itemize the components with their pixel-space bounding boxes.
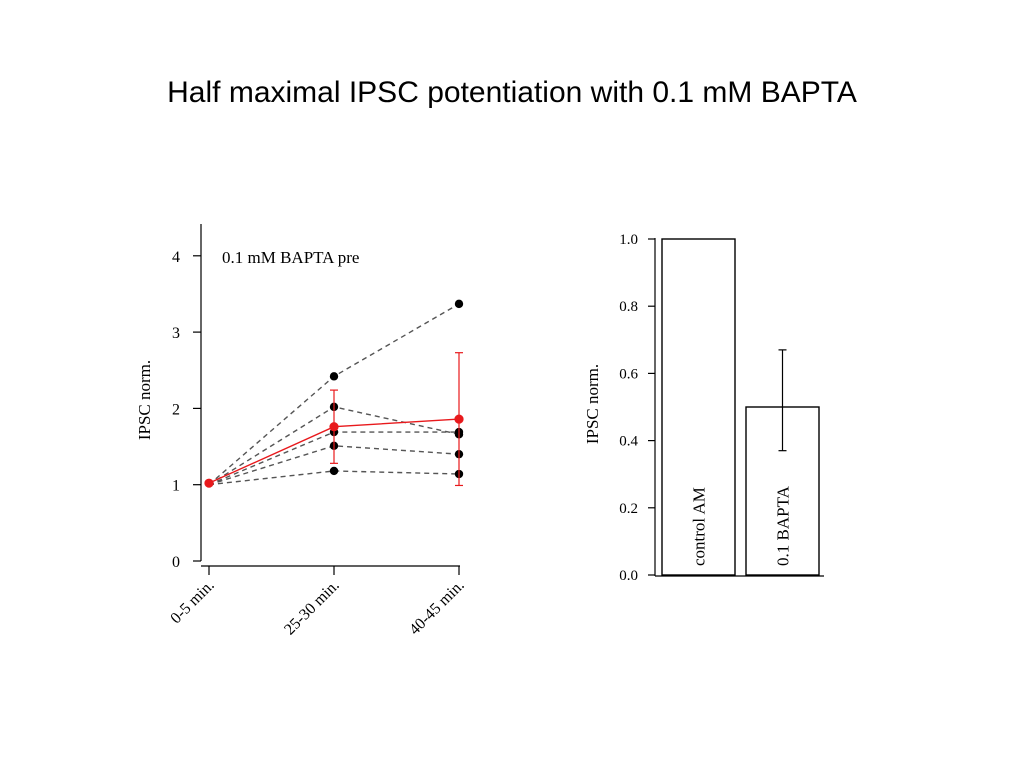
bar-y-tick-label: 0.2 (619, 501, 638, 517)
bar-y-tick-label: 0.6 (619, 366, 638, 382)
individual-point (329, 466, 339, 476)
bar-y-axis-label: IPSC norm. (583, 364, 602, 444)
mean-point (329, 422, 339, 432)
bar-y-tick-label: 1.0 (619, 232, 638, 248)
slide-title: Half maximal IPSC potentiation with 0.1 … (167, 76, 857, 109)
chart-annotation: 0.1 mM BAPTA pre (222, 248, 359, 267)
y-axis-label: IPSC norm. (135, 360, 154, 440)
y-tick-label: 2 (172, 401, 180, 418)
y-tick-label: 3 (172, 325, 180, 342)
mean-point (204, 478, 214, 488)
individual-series-line (208, 470, 460, 486)
bar-category-label: 0.1 BAPTA (774, 485, 793, 566)
bar-y-tick-label: 0.0 (619, 568, 638, 584)
y-tick-label: 0 (172, 554, 180, 571)
bar (661, 238, 736, 576)
bar-y-tick-label: 0.8 (619, 299, 638, 315)
bar-category-label: control AM (690, 487, 709, 566)
y-tick-label: 1 (172, 478, 180, 495)
y-tick-label: 4 (172, 249, 180, 266)
individual-point (454, 299, 464, 309)
bar-y-tick-label: 0.4 (619, 434, 638, 450)
mean-point (454, 414, 464, 424)
individual-point (329, 372, 339, 381)
